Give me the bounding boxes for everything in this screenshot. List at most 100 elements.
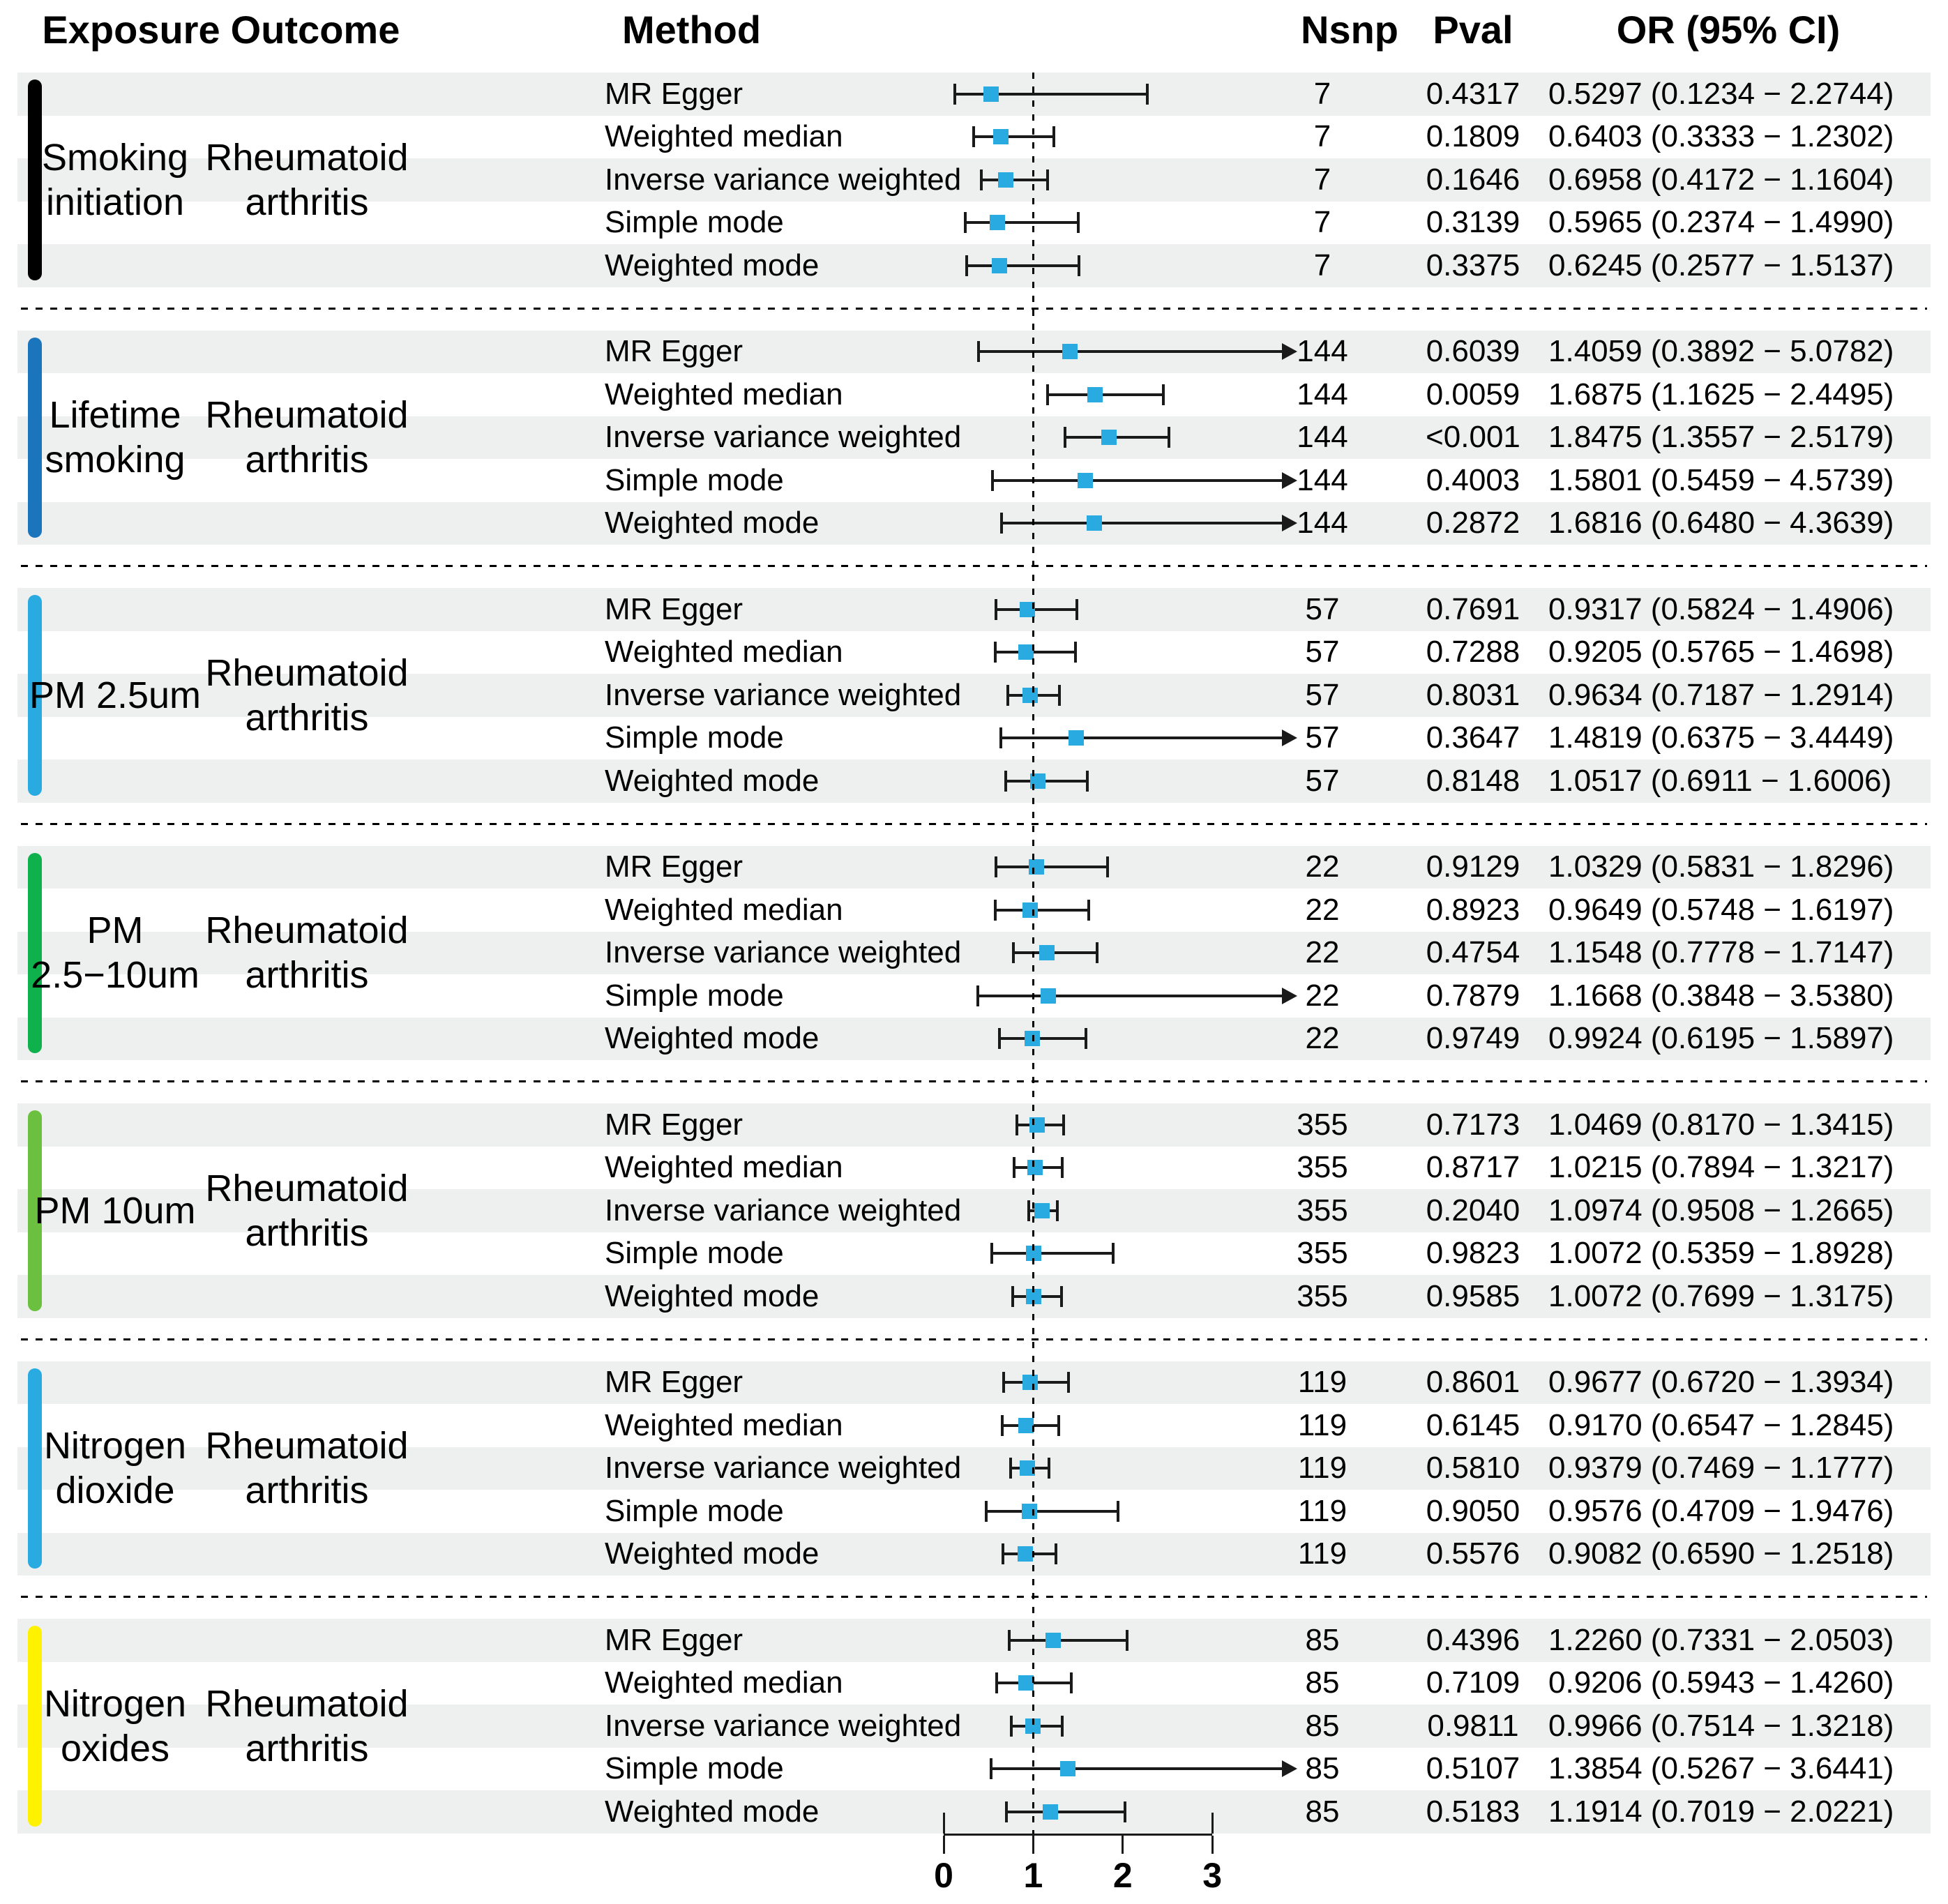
error-bar-cap-left (976, 985, 980, 1006)
or-ci-value: 1.6816 (0.6480 − 4.3639) (1548, 506, 1894, 541)
error-bar (1002, 522, 1282, 525)
error-bar-cap-left (1011, 1285, 1014, 1307)
method-label: Simple mode (605, 462, 784, 497)
x-axis-tick (942, 1836, 945, 1854)
x-axis-line (944, 1834, 1213, 1836)
group-color-bar (28, 595, 42, 796)
method-label: MR Egger (605, 1622, 743, 1657)
error-bar-cap-right (1046, 169, 1049, 190)
nsnp-value: 355 (1297, 1278, 1348, 1313)
group-color-bar (28, 852, 42, 1053)
method-label: Inverse variance weighted (605, 162, 962, 197)
nsnp-value: 144 (1297, 420, 1348, 455)
nsnp-value: 22 (1305, 1021, 1340, 1056)
or-ci-value: 1.1668 (0.3848 − 3.5380) (1548, 978, 1894, 1013)
nsnp-value: 119 (1297, 1407, 1347, 1442)
pval-value: 0.7288 (1426, 635, 1520, 670)
method-label: Weighted median (605, 635, 843, 670)
or-ci-value: 0.9634 (0.7187 − 1.2914) (1548, 677, 1894, 712)
method-label: Weighted median (605, 1407, 843, 1442)
or-ci-value: 1.5801 (0.5459 − 4.5739) (1548, 462, 1894, 497)
outcome-label: arthritis (245, 1211, 369, 1254)
pval-value: 0.9585 (1426, 1278, 1520, 1313)
method-label: Weighted mode (605, 1278, 820, 1313)
arrow-icon (1282, 987, 1297, 1004)
error-bar-cap-left (1046, 384, 1050, 405)
method-label: Simple mode (605, 720, 784, 755)
error-bar (995, 866, 1108, 869)
method-label: Weighted mode (605, 763, 820, 798)
pval-value: 0.2040 (1426, 1193, 1520, 1227)
or-ci-value: 0.5965 (0.2374 − 1.4990) (1548, 205, 1894, 240)
pval-value: 0.8148 (1426, 763, 1520, 798)
arrow-icon (1282, 515, 1297, 532)
point-marker (1022, 1375, 1039, 1391)
pval-value: 0.9823 (1426, 1236, 1520, 1271)
row-band (17, 1790, 1931, 1834)
point-marker (992, 257, 1008, 273)
or-ci-value: 1.0469 (0.8170 − 1.3415) (1548, 1107, 1894, 1142)
or-ci-value: 1.0517 (0.6911 − 1.6006) (1548, 763, 1892, 798)
method-label: Inverse variance weighted (605, 1193, 962, 1227)
group-color-bar (28, 1626, 42, 1827)
row-band (17, 1532, 1931, 1576)
column-header-or-ci: OR (95% CI) (1616, 8, 1841, 52)
point-marker (1045, 1632, 1062, 1648)
row-band (17, 845, 1931, 889)
pval-value: 0.3139 (1426, 205, 1520, 240)
nsnp-value: 22 (1305, 935, 1340, 970)
nsnp-value: 355 (1297, 1236, 1348, 1271)
pval-value: 0.5576 (1426, 1536, 1520, 1571)
outcome-label: arthritis (245, 1727, 369, 1769)
method-label: Simple mode (605, 1751, 784, 1786)
pval-value: 0.0059 (1426, 377, 1520, 411)
error-bar-cap-left (994, 856, 997, 878)
error-bar-cap-right (1075, 598, 1079, 620)
exposure-label: smoking (45, 439, 186, 481)
nsnp-value: 57 (1305, 591, 1340, 626)
error-bar-cap-right (1123, 1801, 1126, 1822)
outcome-label: Rheumatoid (205, 1167, 409, 1209)
or-ci-value: 1.0072 (0.7699 − 1.3175) (1548, 1278, 1894, 1313)
or-ci-value: 1.0072 (0.5359 − 1.8928) (1548, 1236, 1894, 1271)
or-ci-value: 1.1914 (0.7019 − 2.0221) (1548, 1794, 1894, 1829)
nsnp-value: 57 (1305, 763, 1340, 798)
or-ci-value: 0.9379 (0.7469 − 1.1777) (1548, 1451, 1894, 1486)
point-marker (1017, 1546, 1033, 1562)
pval-value: 0.8923 (1426, 892, 1520, 927)
separator-line (21, 1080, 1927, 1082)
error-bar (1005, 779, 1087, 783)
row-band (17, 1017, 1931, 1060)
error-bar-cap-right (1060, 1157, 1064, 1179)
outcome-label: arthritis (245, 439, 369, 481)
point-marker (1069, 730, 1085, 746)
row-band (17, 760, 1931, 803)
method-label: MR Egger (605, 334, 743, 369)
error-bar-cap-right (1105, 856, 1109, 878)
or-ci-value: 1.4819 (0.6375 − 3.4449) (1548, 720, 1894, 755)
nsnp-value: 85 (1305, 1665, 1340, 1700)
exposure-label: dioxide (55, 1469, 175, 1512)
error-bar-cap-left (1027, 1200, 1031, 1221)
or-ci-value: 0.9206 (0.5943 − 1.4260) (1548, 1665, 1894, 1700)
error-bar-cap-left (1001, 1414, 1004, 1436)
error-bar-cap-right (1060, 1285, 1064, 1307)
error-bar-cap-left (1009, 1715, 1013, 1737)
x-axis-tick (1122, 1836, 1124, 1854)
or-ci-value: 0.6245 (0.2577 − 1.5137) (1548, 248, 1894, 282)
point-marker (1018, 1417, 1034, 1433)
pval-value: 0.4003 (1426, 462, 1520, 497)
error-bar (1009, 1638, 1128, 1642)
nsnp-value: 144 (1297, 377, 1348, 411)
pval-value: <0.001 (1426, 420, 1520, 455)
point-marker (1027, 1160, 1043, 1176)
error-bar-cap-left (977, 341, 980, 363)
method-label: MR Egger (605, 849, 743, 884)
error-bar-cap-left (1011, 942, 1015, 964)
pval-value: 0.5107 (1426, 1751, 1520, 1786)
pval-value: 0.2872 (1426, 506, 1520, 541)
row-band (17, 931, 1931, 974)
outcome-label: arthritis (245, 954, 369, 997)
separator-line (21, 1596, 1927, 1598)
exposure-label: oxides (60, 1727, 170, 1769)
